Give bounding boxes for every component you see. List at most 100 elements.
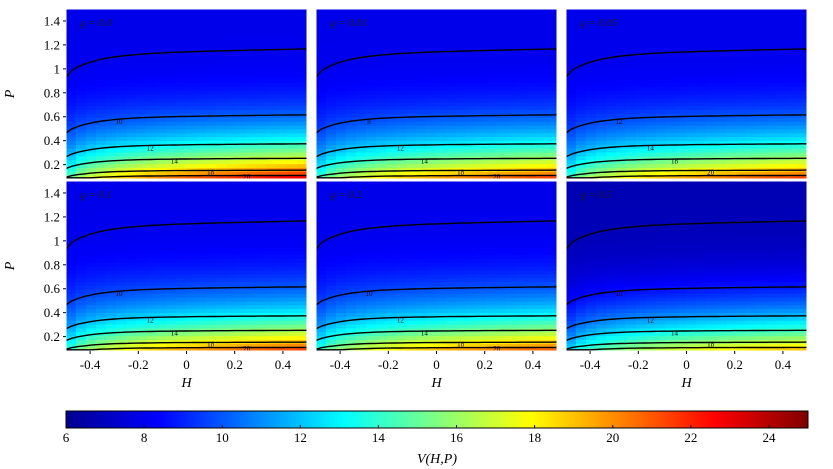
contour-line bbox=[66, 143, 307, 158]
colorbar-tick-label: 20 bbox=[606, 430, 619, 445]
panel-3: 12 14 18 20 g = 0.05 bbox=[565, 8, 808, 180]
contour-line bbox=[66, 315, 307, 330]
contour-line bbox=[316, 169, 557, 178]
colorbar-tick-label: 8 bbox=[141, 430, 148, 445]
contour-label: 12 bbox=[397, 316, 405, 324]
panel-label: g = 0.05 bbox=[580, 17, 618, 29]
x-tick-label: 0.2 bbox=[477, 357, 493, 372]
y-tick-label: 1.4 bbox=[44, 13, 61, 28]
panel-frame bbox=[315, 8, 558, 180]
colorbar-gradient bbox=[65, 410, 809, 429]
contour-label: 20 bbox=[493, 345, 501, 353]
x-tick-label: 0.4 bbox=[275, 357, 292, 372]
panel-label: g = 0.0 bbox=[80, 17, 113, 29]
contour-label: 10 bbox=[116, 290, 124, 298]
panel-4: 10 12 14 18 20 g = 0.1 bbox=[65, 180, 308, 353]
contour-line bbox=[316, 48, 557, 78]
x-tick-label: 0 bbox=[683, 357, 690, 372]
contour-label: 12 bbox=[147, 316, 155, 324]
x-tick-label: -0.4 bbox=[330, 357, 351, 372]
contour-line bbox=[66, 329, 307, 342]
y-tick-label: 0.8 bbox=[44, 257, 60, 272]
contour-label: 20 bbox=[243, 345, 251, 353]
contour-line bbox=[566, 220, 807, 250]
contour-line bbox=[66, 286, 307, 306]
contour-line bbox=[316, 220, 557, 250]
y-tick-label: 1 bbox=[54, 61, 61, 76]
y-tick-label: 1.2 bbox=[44, 209, 60, 224]
x-tick-label: -0.2 bbox=[378, 357, 399, 372]
x-tick-label: 0 bbox=[183, 357, 190, 372]
contour-label: 20 bbox=[707, 168, 715, 176]
contour-line bbox=[566, 286, 807, 306]
contour-line bbox=[566, 341, 807, 350]
y-tick-label: 0.4 bbox=[44, 305, 61, 320]
y-tick-label: 1.4 bbox=[44, 185, 61, 200]
contour-label: 18 bbox=[457, 168, 465, 176]
colorbar-tick-label: 6 bbox=[63, 430, 70, 445]
contour-line bbox=[316, 174, 557, 179]
contour-line bbox=[66, 169, 307, 178]
contour-line bbox=[316, 315, 557, 330]
colorbar-tick-label: 10 bbox=[216, 430, 229, 445]
y-axis-label: P bbox=[3, 89, 18, 99]
x-tick-label: 0.2 bbox=[227, 357, 243, 372]
x-axis-label: H bbox=[680, 376, 692, 391]
panel-2: 8 12 14 18 20 g = 0.01 bbox=[315, 8, 558, 181]
contour-line bbox=[316, 341, 557, 350]
panel-frame bbox=[65, 8, 308, 180]
contour-line bbox=[66, 114, 307, 134]
x-axis-label: H bbox=[430, 376, 442, 391]
x-tick-label: 0.4 bbox=[525, 357, 542, 372]
x-tick-label: -0.2 bbox=[128, 357, 149, 372]
colorbar-tick-label: 12 bbox=[294, 430, 307, 445]
contour-label: 18 bbox=[671, 158, 679, 166]
x-tick-label: -0.4 bbox=[580, 357, 601, 372]
contour-label: 8 bbox=[367, 118, 371, 126]
y-tick-label: 1.2 bbox=[44, 37, 60, 52]
axes-group: 0.2 0.4 0.6 0.8 1 1.2 1.4 P 0.2 0.4 0.6 0.8 1 1.2 1.4 P… bbox=[3, 13, 792, 391]
contour-line bbox=[566, 48, 807, 78]
contour-line bbox=[66, 341, 307, 350]
contour-line bbox=[66, 157, 307, 170]
x-axis-label: H bbox=[180, 376, 192, 391]
contour-line bbox=[66, 174, 307, 179]
contour-label: 12 bbox=[147, 144, 155, 152]
x-tick-label: -0.2 bbox=[628, 357, 649, 372]
x-tick-label: 0.2 bbox=[727, 357, 743, 372]
panels-group: 10 12 14 18 20 g = 0.0 8 12 14 18 20 g = 0.01 12 14 18… bbox=[65, 8, 808, 353]
y-axis-label: P bbox=[3, 261, 18, 271]
contour-line bbox=[66, 48, 307, 78]
contour-line bbox=[566, 174, 807, 179]
colorbar: 6 8 10 12 14 16 18 20 22 24 V(H,P) bbox=[63, 410, 809, 467]
panel-6: 10 12 14 18 g = 0.5 bbox=[565, 180, 808, 352]
contour-line bbox=[566, 157, 807, 170]
panel-label: g = 0.1 bbox=[80, 189, 112, 201]
contour-label: 10 bbox=[366, 290, 374, 298]
contour-line bbox=[316, 143, 557, 158]
contour-label: 20 bbox=[493, 173, 501, 181]
contour-label: 18 bbox=[207, 168, 215, 176]
y-tick-label: 0.6 bbox=[44, 109, 61, 124]
x-tick-label: 0.4 bbox=[775, 357, 792, 372]
contour-line bbox=[566, 329, 807, 342]
contour-label: 14 bbox=[171, 158, 179, 166]
contour-line bbox=[66, 346, 307, 351]
contour-line bbox=[566, 346, 807, 351]
contour-label: 18 bbox=[707, 340, 715, 348]
contour-line bbox=[566, 169, 807, 178]
y-tick-label: 0.2 bbox=[44, 157, 60, 172]
y-tick-label: 0.6 bbox=[44, 281, 61, 296]
panel-label: g = 0.01 bbox=[330, 17, 368, 29]
contour-line bbox=[316, 157, 557, 170]
y-tick-label: 0.8 bbox=[44, 85, 60, 100]
contour-label: 12 bbox=[616, 118, 624, 126]
y-tick-label: 1 bbox=[54, 233, 61, 248]
contour-label: 14 bbox=[421, 158, 429, 166]
contour-line bbox=[566, 315, 807, 330]
contour-label: 14 bbox=[671, 330, 679, 338]
contour-line bbox=[316, 329, 557, 342]
y-tick-label: 0.2 bbox=[44, 329, 60, 344]
contour-label: 10 bbox=[116, 118, 124, 126]
